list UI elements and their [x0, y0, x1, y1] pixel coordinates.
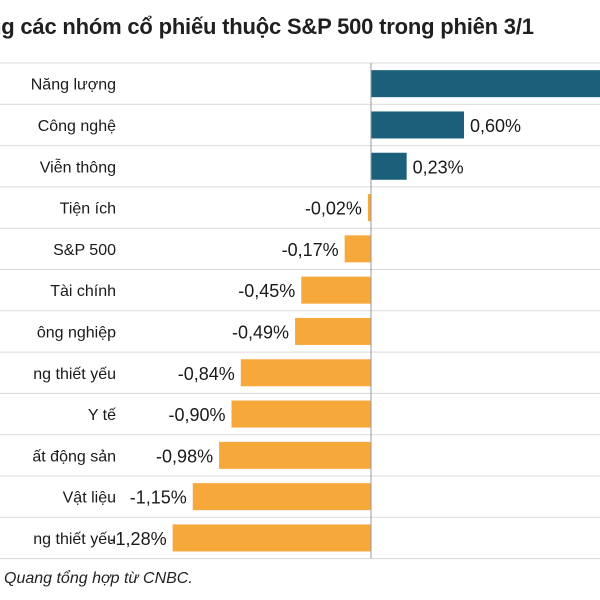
bar	[367, 194, 371, 222]
category-label: Viễn thông	[40, 157, 116, 176]
data-label: -0,98%	[156, 446, 213, 466]
category-label: ông nghiệp	[37, 324, 116, 341]
category-label: S&P 500	[53, 242, 116, 259]
data-label: 0,23%	[413, 157, 464, 177]
category-label: Tài chính	[50, 283, 116, 300]
source-note: Quang tổng hợp từ CNBC.	[4, 570, 193, 587]
category-label: ng thiết yếu	[33, 531, 116, 548]
chart-title: ng các nhóm cổ phiếu thuộc S&P 500 trong…	[0, 14, 534, 39]
category-label: Công nghệ	[38, 118, 116, 135]
data-label: 0,60%	[470, 116, 521, 136]
bar	[231, 400, 371, 428]
category-label: Vật liệu	[63, 490, 116, 507]
bar	[295, 317, 371, 345]
bar	[192, 483, 371, 511]
data-label: -1,15%	[130, 488, 187, 508]
data-label: -0,49%	[232, 322, 289, 342]
data-label: -1,28%	[110, 529, 167, 549]
bar	[344, 235, 371, 263]
bar	[371, 70, 600, 98]
category-label: Tiện ích	[60, 201, 116, 218]
category-label: Y tế	[88, 407, 116, 424]
data-label: -0,90%	[168, 405, 225, 425]
category-label: ng thiết yếu	[33, 366, 116, 383]
bar	[172, 524, 371, 552]
bar	[301, 276, 371, 304]
bar	[371, 111, 464, 139]
bar	[219, 441, 371, 469]
data-label: -0,84%	[178, 364, 235, 384]
data-label: -0,45%	[238, 281, 295, 301]
category-label: ất động sản	[32, 448, 116, 465]
bar	[371, 152, 407, 180]
category-label: Năng lượng	[31, 77, 116, 94]
data-label: -0,02%	[305, 199, 362, 219]
bar	[240, 359, 371, 387]
data-label: -0,17%	[282, 240, 339, 260]
